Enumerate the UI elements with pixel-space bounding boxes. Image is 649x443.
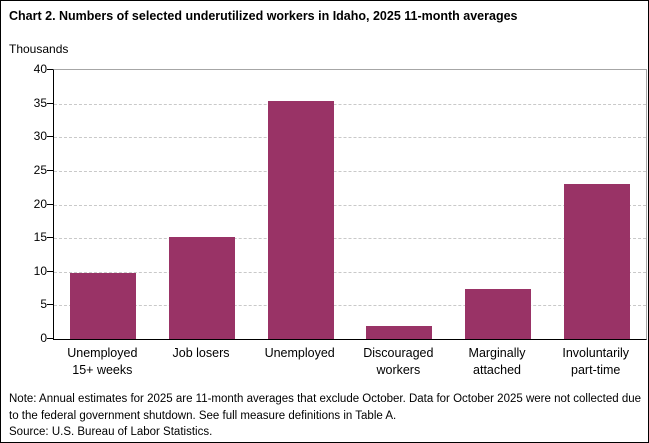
bar-3 [366,325,433,339]
gridline-10 [54,271,646,273]
bar-0 [70,273,137,339]
plot-area [53,69,647,340]
y-tick-mark-15 [47,237,53,239]
y-tick-mark-35 [47,102,53,104]
x-category-label-1: Job losers [172,346,230,360]
y-tick-label-35: 35 [33,95,47,110]
x-category-label-2: Unemployed [264,346,335,360]
y-tick-label-15: 15 [33,230,47,245]
y-tick-label-40: 40 [33,62,47,76]
y-tick-label-25: 25 [33,162,47,177]
y-tick-mark-25 [47,169,53,171]
y-tick-mark-0 [47,338,53,339]
y-tick-mark-20 [47,203,53,205]
footnotes: Note: Annual estimates for 2025 are 11-m… [9,391,643,441]
gridline-20 [54,204,646,206]
y-tick-mark-30 [47,136,53,138]
x-category-label-3: Discouraged workers [363,346,434,377]
note-text: Note: Annual estimates for 2025 are 11-m… [9,393,642,422]
y-tick-label-30: 30 [33,129,47,144]
y-tick-mark-5 [47,304,53,306]
gridline-35 [54,103,646,105]
y-tick-label-0: 0 [40,331,47,345]
y-tick-label-10: 10 [33,263,47,278]
source-text: Source: U.S. Bureau of Labor Statistics. [9,426,213,438]
bar-5 [563,184,630,339]
y-tick-label-5: 5 [40,297,47,312]
gridline-15 [54,238,646,240]
bar-1 [168,237,236,339]
gridline-30 [54,137,646,139]
chart-title: Chart 2. Numbers of selected underutiliz… [9,9,518,23]
gridline-5 [54,305,646,307]
bar-2 [267,100,334,339]
y-tick-mark-40 [47,69,53,70]
gridline-25 [54,170,646,172]
x-axis-category-labels: Unemployed 15+ weeks Job losers Unemployed… [53,345,645,379]
y-axis-unit-label: Thousands [9,42,69,56]
x-category-label-0: Unemployed 15+ weeks [67,346,138,377]
x-category-label-5: Involuntarily part-time [562,346,630,377]
y-tick-mark-10 [47,270,53,272]
x-category-label-4: Marginally attached [468,346,526,377]
y-tick-label-20: 20 [33,196,47,211]
bar-4 [464,288,532,339]
